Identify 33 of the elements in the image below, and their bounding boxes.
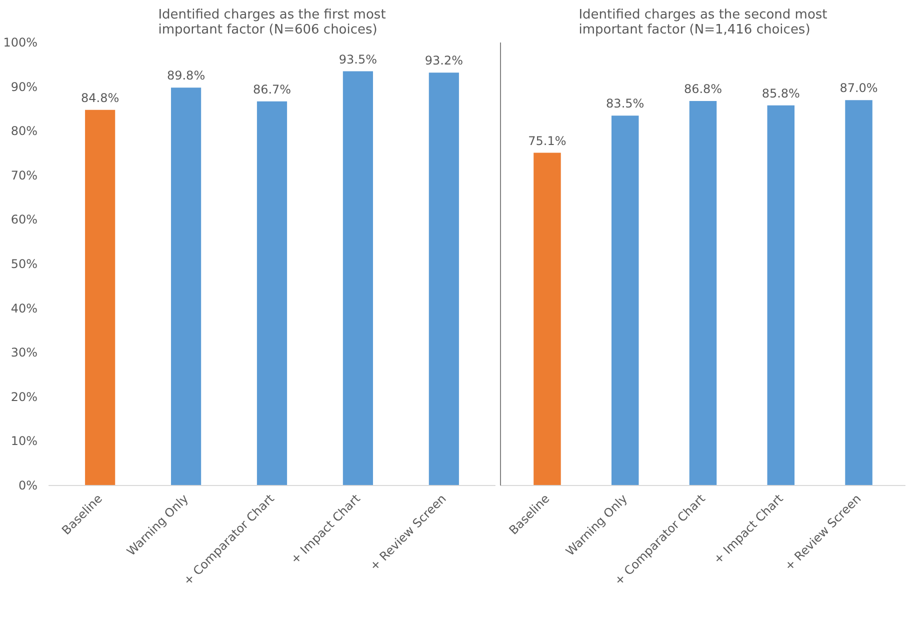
- bar: [611, 116, 639, 486]
- y-tick-label: 40%: [10, 301, 38, 316]
- bar: [689, 100, 717, 486]
- data-label: 83.5%: [606, 96, 644, 111]
- bar: [428, 72, 459, 486]
- data-label: 86.8%: [684, 82, 722, 96]
- y-tick-label: 10%: [10, 434, 38, 448]
- y-tick-label: 70%: [10, 168, 38, 182]
- y-tick-label: 20%: [10, 390, 38, 404]
- y-tick-label: 50%: [10, 257, 38, 271]
- data-label: 84.8%: [81, 90, 120, 105]
- data-label: 85.8%: [762, 86, 800, 100]
- y-tick-label: 60%: [10, 212, 38, 227]
- data-label: 93.2%: [424, 54, 463, 68]
- data-label: 87.0%: [840, 81, 878, 96]
- data-label: 89.8%: [166, 68, 206, 83]
- bar: [342, 71, 374, 486]
- data-label: 93.5%: [338, 52, 378, 66]
- chart-title: Identified charges as the second most important factor (N=1,416 choices): [578, 8, 828, 38]
- y-tick-label: 0%: [18, 478, 38, 492]
- bar: [534, 152, 561, 486]
- bar: [256, 101, 288, 486]
- bar: [845, 100, 872, 486]
- bar: [85, 110, 116, 486]
- y-tick-label: 30%: [10, 346, 38, 360]
- data-label: 75.1%: [528, 134, 566, 148]
- y-tick-label: 80%: [10, 124, 38, 138]
- bar: [767, 105, 795, 486]
- bar: [170, 88, 202, 486]
- data-label: 86.7%: [252, 82, 292, 96]
- y-tick-label: 100%: [3, 36, 38, 50]
- y-tick-label: 90%: [10, 80, 38, 94]
- chart-title: Identified charges as the first most important factor (N=606 choices): [158, 8, 386, 38]
